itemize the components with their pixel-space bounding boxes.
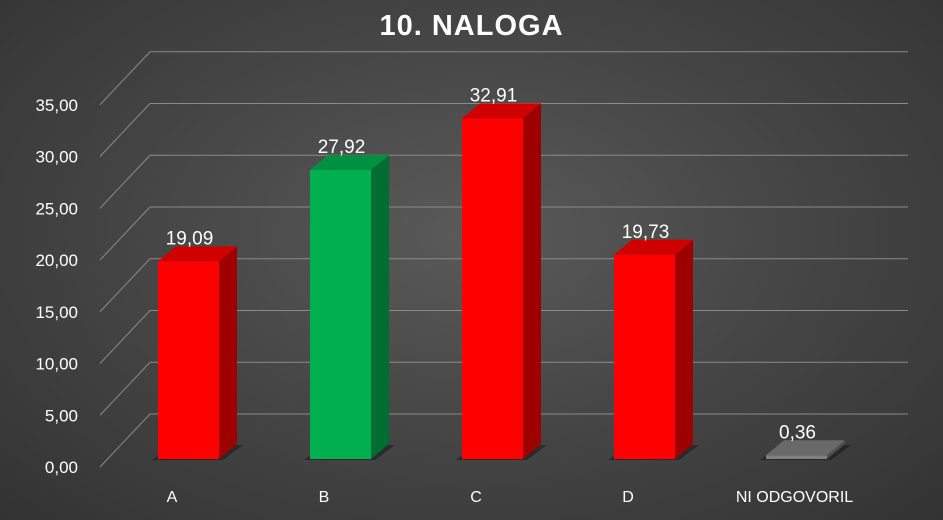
x-tick-label: NI ODGOVORIL bbox=[736, 489, 853, 506]
data-label: 19,09 bbox=[166, 228, 214, 249]
gridline-diagonal bbox=[99, 103, 151, 157]
y-tick-label: 5,00 bbox=[45, 406, 78, 425]
x-tick-label: A bbox=[167, 489, 178, 506]
bar bbox=[310, 170, 371, 459]
gridline-diagonal bbox=[99, 51, 151, 106]
bar-side bbox=[827, 440, 845, 459]
data-label: 27,92 bbox=[318, 137, 366, 158]
y-tick-label: 20,00 bbox=[35, 251, 78, 270]
bar-top bbox=[766, 440, 845, 456]
gridline-diagonal bbox=[99, 413, 151, 468]
y-tick-label: 25,00 bbox=[35, 199, 78, 218]
bar-side bbox=[523, 103, 541, 459]
bar bbox=[158, 261, 219, 459]
gridline-diagonal bbox=[99, 258, 151, 313]
y-tick-label: 15,00 bbox=[35, 303, 78, 322]
data-label: 32,91 bbox=[470, 85, 518, 106]
bar-top bbox=[462, 103, 541, 119]
data-label: 0,36 bbox=[779, 422, 816, 443]
y-tick-label: 10,00 bbox=[35, 355, 78, 374]
gridline-diagonal bbox=[99, 206, 151, 261]
gridline-diagonal bbox=[99, 154, 151, 209]
gridline-diagonal bbox=[99, 361, 151, 416]
bar bbox=[614, 254, 675, 459]
x-tick-label: D bbox=[622, 489, 634, 506]
y-tick-label: 35,00 bbox=[35, 96, 78, 115]
bar-side bbox=[675, 239, 693, 459]
bar bbox=[766, 455, 827, 459]
bar-top bbox=[614, 239, 693, 255]
x-tick-label: B bbox=[319, 489, 330, 506]
bar-side bbox=[219, 246, 237, 459]
y-tick-label: 30,00 bbox=[35, 148, 78, 167]
data-label: 19,73 bbox=[622, 222, 670, 243]
bar-top bbox=[310, 155, 389, 171]
gridline-diagonal bbox=[99, 310, 151, 364]
y-tick-label: 0,00 bbox=[45, 458, 78, 477]
chart-title: 10. NALOGA bbox=[379, 10, 564, 42]
bar bbox=[462, 118, 523, 459]
bar-side bbox=[371, 155, 389, 459]
bar-top bbox=[158, 246, 237, 262]
x-tick-label: C bbox=[470, 489, 482, 506]
